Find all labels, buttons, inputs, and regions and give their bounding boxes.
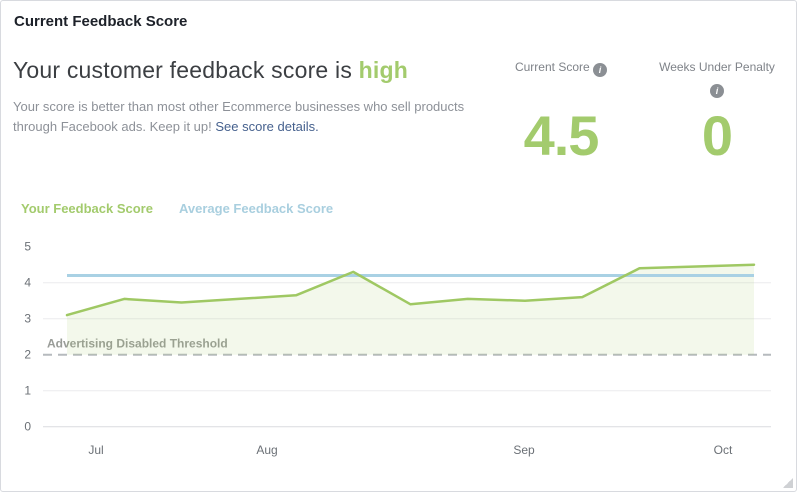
summary-heading: Your customer feedback score is high: [13, 57, 408, 84]
current-score-label-row: Current Score i: [486, 59, 636, 77]
weeks-under-penalty-icon-row: i: [642, 79, 792, 98]
y-tick-label: 4: [24, 276, 31, 290]
info-icon[interactable]: i: [710, 83, 724, 98]
description-line-2: through Facebook ads. Keep it up!: [13, 119, 212, 135]
current-score-label: Current Score: [514, 60, 590, 74]
x-axis-label: Aug: [256, 443, 277, 457]
chart-legend: Your Feedback Score Average Feedback Sco…: [21, 201, 333, 216]
summary-heading-text: Your customer feedback score is: [13, 57, 353, 83]
score-level-highlight: high: [358, 57, 408, 83]
see-score-details-link[interactable]: See score details.: [215, 119, 319, 135]
summary-description: Your score is better than most other Eco…: [13, 97, 464, 137]
resize-handle[interactable]: [783, 478, 793, 488]
y-tick-label: 0: [24, 420, 31, 434]
x-axis-label: Oct: [714, 443, 733, 457]
page-title: Current Feedback Score: [14, 13, 188, 30]
info-icon[interactable]: i: [593, 63, 608, 77]
legend-average-feedback-score[interactable]: Average Feedback Score: [178, 201, 334, 216]
feedback-chart: 5 4 3 2 1 0 Advertising Disabled Threshold Jul A…: [24, 240, 771, 457]
current-score-value: 4.5: [523, 104, 600, 167]
y-tick-label: 3: [24, 312, 31, 326]
your-score-area: [67, 264, 754, 355]
description-line-1: Your score is better than most other Eco…: [13, 99, 465, 114]
threshold-label: Advertising Disabled Threshold: [47, 337, 228, 351]
current-score-stat: Current Score i 4.5: [486, 59, 636, 169]
score-stats: Current Score i 4.5 Weeks Under Penalty …: [1, 59, 796, 169]
y-tick-label: 2: [24, 348, 31, 362]
weeks-under-penalty-stat: Weeks Under Penalty i 0: [642, 59, 792, 169]
x-axis-label: Sep: [513, 443, 535, 457]
y-tick-label: 1: [24, 384, 31, 398]
y-tick-label: 5: [24, 240, 31, 254]
legend-your-feedback-score[interactable]: Your Feedback Score: [21, 201, 153, 216]
weeks-under-penalty-value: 0: [701, 104, 733, 167]
weeks-under-penalty-label: Weeks Under Penalty: [659, 60, 775, 74]
your-score-line: [65, 263, 756, 317]
x-axis-label: Jul: [88, 443, 103, 457]
